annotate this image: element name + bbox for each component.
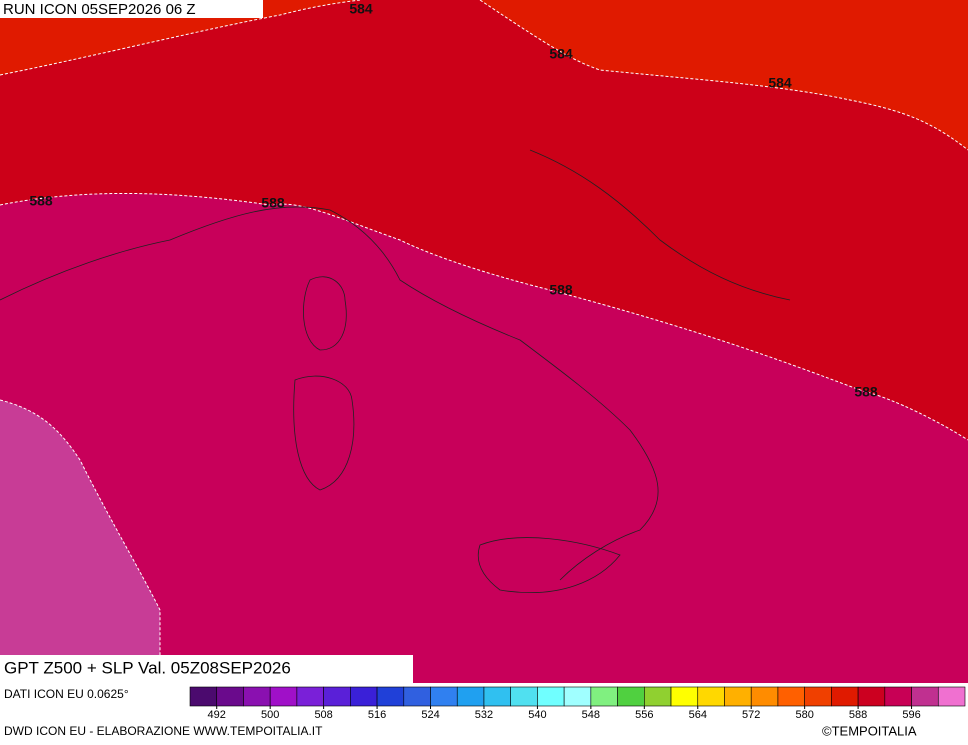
coastlines xyxy=(0,149,791,594)
zone-pink xyxy=(0,400,160,683)
colorbar-tick-label: 572 xyxy=(742,709,760,721)
colorbar-swatch xyxy=(243,686,271,707)
product-box xyxy=(0,655,413,683)
colorbar-swatch xyxy=(510,686,538,707)
colorbar-swatch xyxy=(323,686,351,707)
colorbar-tick-label: 508 xyxy=(314,709,332,721)
colorbar-swatch xyxy=(590,686,618,707)
colorbar-swatch xyxy=(456,686,485,707)
zone-red xyxy=(0,0,360,75)
colorbar-swatch xyxy=(937,686,966,707)
contour-label: 584 xyxy=(349,1,373,17)
contours xyxy=(0,0,968,683)
colorbar-swatch xyxy=(350,686,378,707)
colorbar-swatch xyxy=(483,686,511,707)
colorbar-swatch xyxy=(857,686,886,707)
colorbar-tick-label: 524 xyxy=(421,709,439,721)
colorbar-tick-label: 492 xyxy=(208,709,226,721)
contour-labels: 584 584 584 588 588 588 588 xyxy=(29,1,878,400)
contour-label: 584 xyxy=(549,46,573,62)
contour-line xyxy=(479,0,968,151)
colorbar-swatch xyxy=(617,686,645,707)
coastline xyxy=(0,206,659,581)
colorbar-swatch xyxy=(804,686,832,707)
colorbar-swatch xyxy=(269,686,298,707)
colorbar: 492 500 508 516 524 532 540 548 556 564 572 580 588 5… xyxy=(189,686,966,721)
colorbar-swatch xyxy=(697,686,725,707)
island xyxy=(477,537,621,594)
contour-line xyxy=(0,399,161,683)
colorbar-tick-label: 596 xyxy=(902,709,920,721)
contour-label: 588 xyxy=(854,384,878,400)
colorbar-tick-label: 540 xyxy=(528,709,546,721)
colorbar-tick-label: 516 xyxy=(368,709,386,721)
colorbar-swatch xyxy=(216,686,244,707)
colorbar-swatch xyxy=(884,686,912,707)
colorbar-swatch xyxy=(296,686,324,707)
contour-line xyxy=(0,192,968,441)
colorbar-swatch xyxy=(403,686,431,707)
island xyxy=(293,375,355,491)
contour-line xyxy=(0,0,361,76)
colorbar-swatch xyxy=(670,686,699,707)
colorbar-tick-label: 588 xyxy=(849,709,867,721)
colorbar-swatch xyxy=(911,686,939,707)
colorbar-tick-label: 532 xyxy=(475,709,493,721)
run-title: RUN ICON 05SEP2026 06 Z xyxy=(3,1,196,18)
colorbar-swatch xyxy=(537,686,565,707)
zone-red xyxy=(480,0,968,150)
colorbar-tick-label: 564 xyxy=(689,709,707,721)
colorbar-swatch xyxy=(189,686,218,707)
colorbar-swatch xyxy=(563,686,592,707)
colorbar-swatch xyxy=(644,686,672,707)
colorbar-swatch xyxy=(831,686,859,707)
product-title: GPT Z500 + SLP Val. 05Z08SEP2026 xyxy=(4,658,291,677)
colorbar-swatch xyxy=(430,686,458,707)
source-note: DATI ICON EU 0.0625° xyxy=(4,687,129,701)
copyright: ©TEMPOITALIA xyxy=(822,723,917,738)
contour-label: 588 xyxy=(549,282,573,298)
contour-label: 584 xyxy=(768,75,792,91)
credit: DWD ICON EU - ELABORAZIONE WWW.TEMPOITAL… xyxy=(4,724,323,738)
colorbar-swatch xyxy=(750,686,779,707)
colorbar-tick-label: 556 xyxy=(635,709,653,721)
island xyxy=(303,276,347,351)
contour-label: 588 xyxy=(261,195,285,211)
colorbar-swatch xyxy=(724,686,752,707)
coastline xyxy=(529,149,791,301)
contour-label: 588 xyxy=(29,193,53,209)
colorbar-tick-label: 548 xyxy=(582,709,600,721)
colorbar-swatch xyxy=(376,686,405,707)
colorbar-tick-label: 500 xyxy=(261,709,279,721)
colorbar-tick-label: 580 xyxy=(795,709,813,721)
header-box xyxy=(0,0,263,18)
colorbar-swatch xyxy=(777,686,805,707)
zone-darkred xyxy=(0,0,968,440)
